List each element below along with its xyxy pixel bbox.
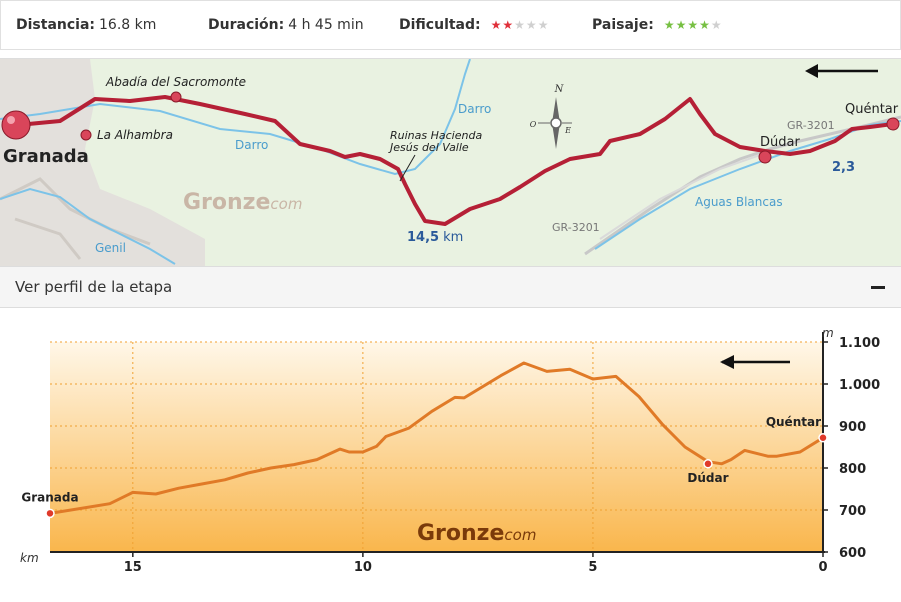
waypoint-label: Quéntar: [766, 415, 821, 429]
distance-label: Distancia:: [16, 17, 96, 33]
difficulty-star-rating: ★★★★★: [491, 18, 550, 32]
map-route-line[interactable]: [17, 95, 894, 226]
x-tick-label: 10: [354, 560, 372, 575]
sacromonte-marker[interactable]: [170, 91, 182, 103]
waypoint-dot[interactable]: [818, 433, 828, 443]
map-label-alhambra: La Alhambra: [97, 128, 173, 142]
map-label-genil: Genil: [95, 241, 126, 255]
compass-e: E: [564, 126, 571, 135]
profile-title[interactable]: Ver perfil de la etapa: [15, 278, 173, 296]
star-filled-icon: ★: [502, 18, 515, 32]
map-label-km145: 14,5 km: [407, 230, 463, 245]
star-empty-icon: ★: [710, 18, 723, 32]
map-label-km23: 2,3: [832, 160, 855, 175]
x-axis-unit: km: [20, 551, 39, 565]
star-filled-icon: ★: [490, 18, 503, 32]
star-filled-icon: ★: [675, 18, 688, 32]
map-label-aguas-blancas: Aguas Blancas: [695, 195, 783, 209]
elevation-profile: 15 10 5 0 600 700 800 900 1.000 1.100 Granada Dúda…: [0, 310, 901, 602]
elevation-line[interactable]: [49, 361, 824, 515]
y-tick-label: 700: [839, 504, 866, 519]
waypoint-label: Dúdar: [687, 471, 728, 485]
route-map[interactable]: N O E Granada Abadía del Sacromonte La A…: [0, 58, 901, 266]
compass-o: O: [530, 120, 537, 129]
elevation-chart-svg: 15 10 5 0 600 700 800 900 1.000 1.100 Granada Dúda…: [20, 326, 880, 575]
chart-grid: [50, 341, 823, 552]
map-urban-area: [0, 59, 205, 266]
x-tick-label: 15: [124, 560, 142, 575]
star-empty-icon: ★: [514, 18, 526, 32]
chart-ticks: 15 10 5 0 600 700 800 900 1.000 1.100: [124, 336, 880, 575]
x-tick-label: 5: [588, 560, 597, 575]
map-watermark: Gronzecom: [183, 190, 302, 215]
map-label-road-a: GR-3201: [787, 119, 835, 132]
star-filled-icon: ★: [663, 18, 676, 32]
ruinas-pointer: [399, 154, 416, 182]
y-tick-label: 1.000: [839, 378, 880, 393]
waypoint-dot[interactable]: [45, 508, 55, 519]
duration-value: 4 h 45 min: [288, 17, 364, 33]
map-city-streets: [0, 177, 151, 260]
dudar-marker[interactable]: [758, 150, 772, 164]
profile-toggle-bar[interactable]: Ver perfil de la etapa: [0, 266, 901, 308]
map-label-darro-2: Darro: [235, 138, 268, 152]
collapse-minus-icon[interactable]: [869, 279, 887, 297]
duration-label: Duración:: [208, 17, 285, 33]
scenery-stat: Paisaje: ★★★★★: [592, 17, 723, 33]
star-empty-icon: ★: [537, 18, 550, 32]
route-map-svg: N O E Granada Abadía del Sacromonte La A…: [0, 59, 901, 266]
scenery-star-rating: ★★★★★: [664, 18, 723, 32]
map-label-road-b: GR-3201: [552, 221, 600, 234]
star-filled-icon: ★: [687, 18, 700, 32]
profile-direction-arrow-head: [720, 355, 734, 369]
y-axis-unit: m: [822, 326, 834, 340]
granada-marker[interactable]: [1, 110, 31, 140]
difficulty-stat: Dificultad: ★★★★★: [399, 17, 549, 33]
chart-watermark: Gronzecom: [417, 521, 536, 546]
y-tick-label: 900: [839, 420, 866, 435]
waypoint-dot[interactable]: [703, 459, 713, 469]
map-road-secondary: [599, 154, 761, 240]
star-filled-icon: ★: [699, 18, 711, 32]
y-tick-label: 600: [839, 546, 866, 561]
y-tick-label: 800: [839, 462, 866, 477]
map-label-ruinas-1: Ruinas Hacienda: [390, 129, 482, 142]
x-tick-label: 0: [818, 560, 827, 575]
compass-icon: N O E: [530, 84, 572, 149]
y-tick-label: 1.100: [839, 336, 880, 351]
map-label-sacromonte: Abadía del Sacromonte: [105, 75, 246, 89]
alhambra-marker[interactable]: [80, 129, 92, 141]
stage-stats-bar: Distancia: 16.8 km Duración: 4 h 45 min Di…: [0, 0, 901, 50]
waypoint-label: Granada: [21, 490, 78, 504]
distance-stat: Distancia: 16.8 km: [16, 17, 156, 33]
quentar-marker[interactable]: [886, 117, 900, 131]
map-river-genil: [0, 187, 176, 265]
granada-marker-highlight: [7, 116, 15, 124]
compass-n: N: [554, 84, 565, 95]
star-empty-icon: ★: [525, 18, 538, 32]
map-label-ruinas-2: Jesús del Valle: [388, 141, 469, 154]
distance-value: 16.8 km: [99, 17, 157, 33]
plot-background: [50, 342, 823, 552]
map-direction-arrow-head: [805, 64, 818, 78]
chart-annotations: Granada Dúdar Quéntar: [21, 415, 828, 519]
map-label-quentar: Quéntar: [845, 102, 899, 117]
duration-stat: Duración: 4 h 45 min: [208, 17, 364, 33]
difficulty-label: Dificultad:: [399, 17, 481, 33]
map-label-dudar: Dúdar: [760, 135, 800, 150]
map-label-darro-1: Darro: [458, 102, 491, 116]
map-label-granada: Granada: [3, 146, 89, 167]
scenery-label: Paisaje:: [592, 17, 654, 33]
